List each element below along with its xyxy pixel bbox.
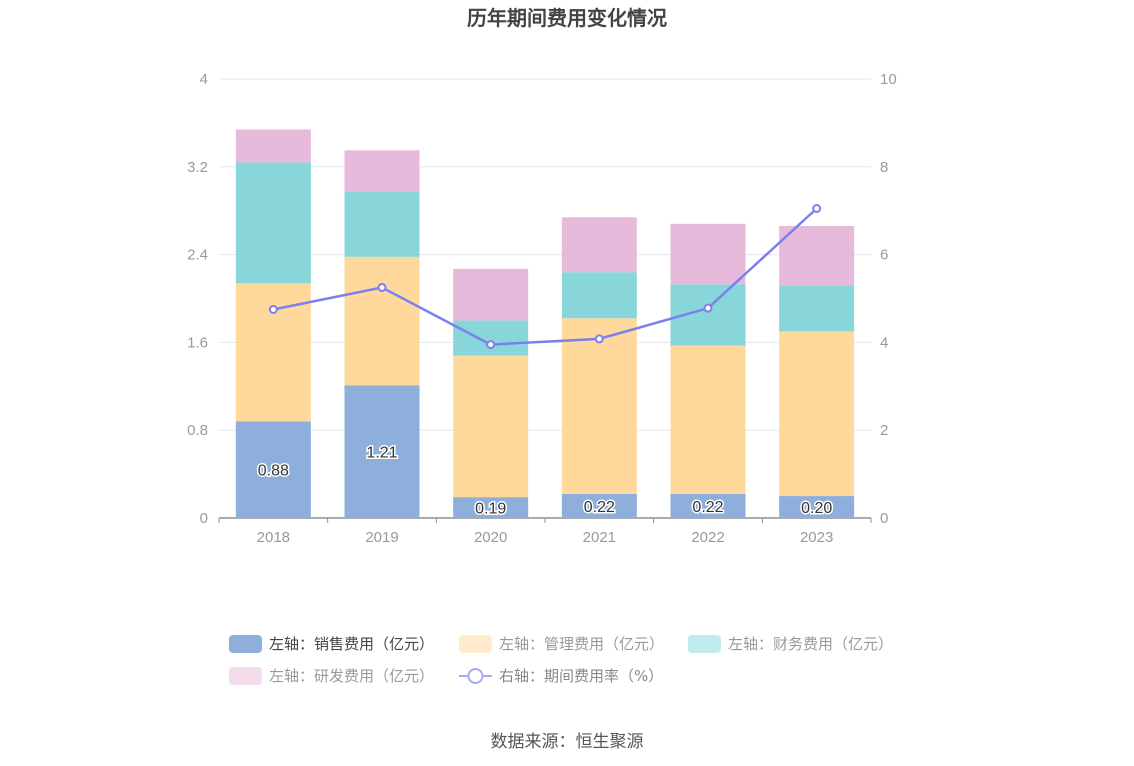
- legend-label: 右轴：期间费用率（%）: [499, 667, 663, 685]
- bar-segment-series-2: [779, 331, 855, 497]
- x-tick-label: 2022: [691, 529, 724, 546]
- rate-point: [594, 334, 604, 344]
- legend-label: 左轴：研发费用（亿元）: [269, 667, 434, 685]
- x-tick-label: 2019: [365, 529, 398, 546]
- legend-item[interactable]: 左轴：销售费用（亿元）: [229, 635, 434, 653]
- bar-data-label: 0.22: [584, 499, 615, 516]
- bar-segment-series-1: [235, 421, 311, 518]
- legend-label: 左轴：销售费用（亿元）: [269, 635, 434, 653]
- bar-segment-series-4: [344, 150, 420, 193]
- bar-segment-series-2: [344, 256, 420, 386]
- legend-swatch: [459, 635, 492, 653]
- y-left-tick-label: 2.4: [187, 247, 208, 264]
- x-tick-label: 2020: [474, 529, 507, 546]
- bar-series: [235, 129, 855, 518]
- bar-data-label: 1.21: [366, 445, 397, 462]
- bar-segment-series-1: [453, 497, 529, 518]
- bar-segment-series-3: [561, 272, 637, 319]
- y-right-tick-label: 6: [880, 247, 888, 264]
- rate-point: [377, 283, 387, 293]
- y-right-tick-label: 2: [880, 422, 888, 439]
- bar-segment-series-3: [235, 162, 311, 284]
- y-left-tick-label: 4: [200, 71, 208, 88]
- rate-point: [486, 340, 496, 350]
- bar-segment-series-1: [344, 385, 420, 518]
- bar-data-label: 0.88: [258, 463, 289, 480]
- y-right-tick-label: 8: [880, 159, 888, 176]
- y-right-tick-label: 0: [880, 510, 888, 527]
- bar-segment-series-4: [561, 217, 637, 273]
- legend-item[interactable]: 左轴：财务费用（亿元）: [688, 635, 893, 653]
- y-left-tick-label: 3.2: [187, 159, 208, 176]
- bar-data-label: 0.20: [801, 500, 832, 517]
- rate-point: [812, 204, 822, 214]
- bar-segment-series-4: [670, 223, 746, 285]
- rate-point: [268, 304, 278, 314]
- y-right-tick-label: 10: [880, 71, 897, 88]
- bar-segment-series-2: [561, 318, 637, 494]
- y-left-tick-label: 0: [200, 510, 208, 527]
- legend-line-marker: [467, 668, 484, 684]
- legend-item[interactable]: 左轴：研发费用（亿元）: [229, 667, 434, 685]
- legend-swatch: [229, 667, 262, 685]
- legend-swatch: [229, 635, 262, 653]
- rate-line: [273, 207, 818, 346]
- y-left-tick-label: 0.8: [187, 422, 208, 439]
- legend-label: 左轴：管理费用（亿元）: [499, 635, 664, 653]
- legend-swatch: [688, 635, 721, 653]
- legend-item[interactable]: 左轴：管理费用（亿元）: [459, 635, 664, 653]
- bar-segment-series-3: [779, 285, 855, 332]
- bar-segment-series-3: [453, 320, 529, 356]
- axes: 0 0 0.8 2 1.6 4 2.4 6 3.2 8 4 10 2018 2019 2020 2021 202…: [187, 71, 897, 546]
- bar-segment-series-4: [453, 268, 529, 321]
- bar-segment-series-2: [670, 345, 746, 494]
- bar-segment-series-4: [779, 226, 855, 286]
- line-series: [268, 204, 822, 350]
- bar-segment-series-3: [344, 192, 420, 257]
- rate-point: [703, 303, 713, 313]
- legend[interactable]: 左轴：销售费用（亿元） 左轴：管理费用（亿元） 左轴：财务费用（亿元） 左轴：研发费用…: [229, 635, 893, 685]
- bar-segment-series-4: [235, 129, 311, 163]
- y-right-tick-label: 4: [880, 334, 888, 351]
- y-left-tick-label: 1.6: [187, 334, 208, 351]
- bar-segment-series-2: [453, 355, 529, 498]
- source-note: 数据来源：恒生聚源: [491, 732, 644, 752]
- bar-data-label: 0.19: [475, 501, 506, 518]
- legend-item[interactable]: 右轴：期间费用率（%）: [459, 667, 663, 685]
- bar-segment-series-1: [670, 493, 746, 518]
- bar-segment-series-1: [779, 496, 855, 518]
- data-labels: 0.88 1.21 0.19 0.22 0.22 0.20: [256, 443, 834, 519]
- x-tick-label: 2021: [583, 529, 616, 546]
- bar-data-label: 0.22: [692, 499, 723, 516]
- gridlines: [219, 78, 871, 431]
- x-tick-label: 2023: [800, 529, 833, 546]
- bar-segment-series-1: [561, 493, 637, 518]
- legend-label: 左轴：财务费用（亿元）: [728, 635, 893, 653]
- x-tick-label: 2018: [257, 529, 290, 546]
- chart-title: 历年期间费用变化情况: [467, 6, 667, 30]
